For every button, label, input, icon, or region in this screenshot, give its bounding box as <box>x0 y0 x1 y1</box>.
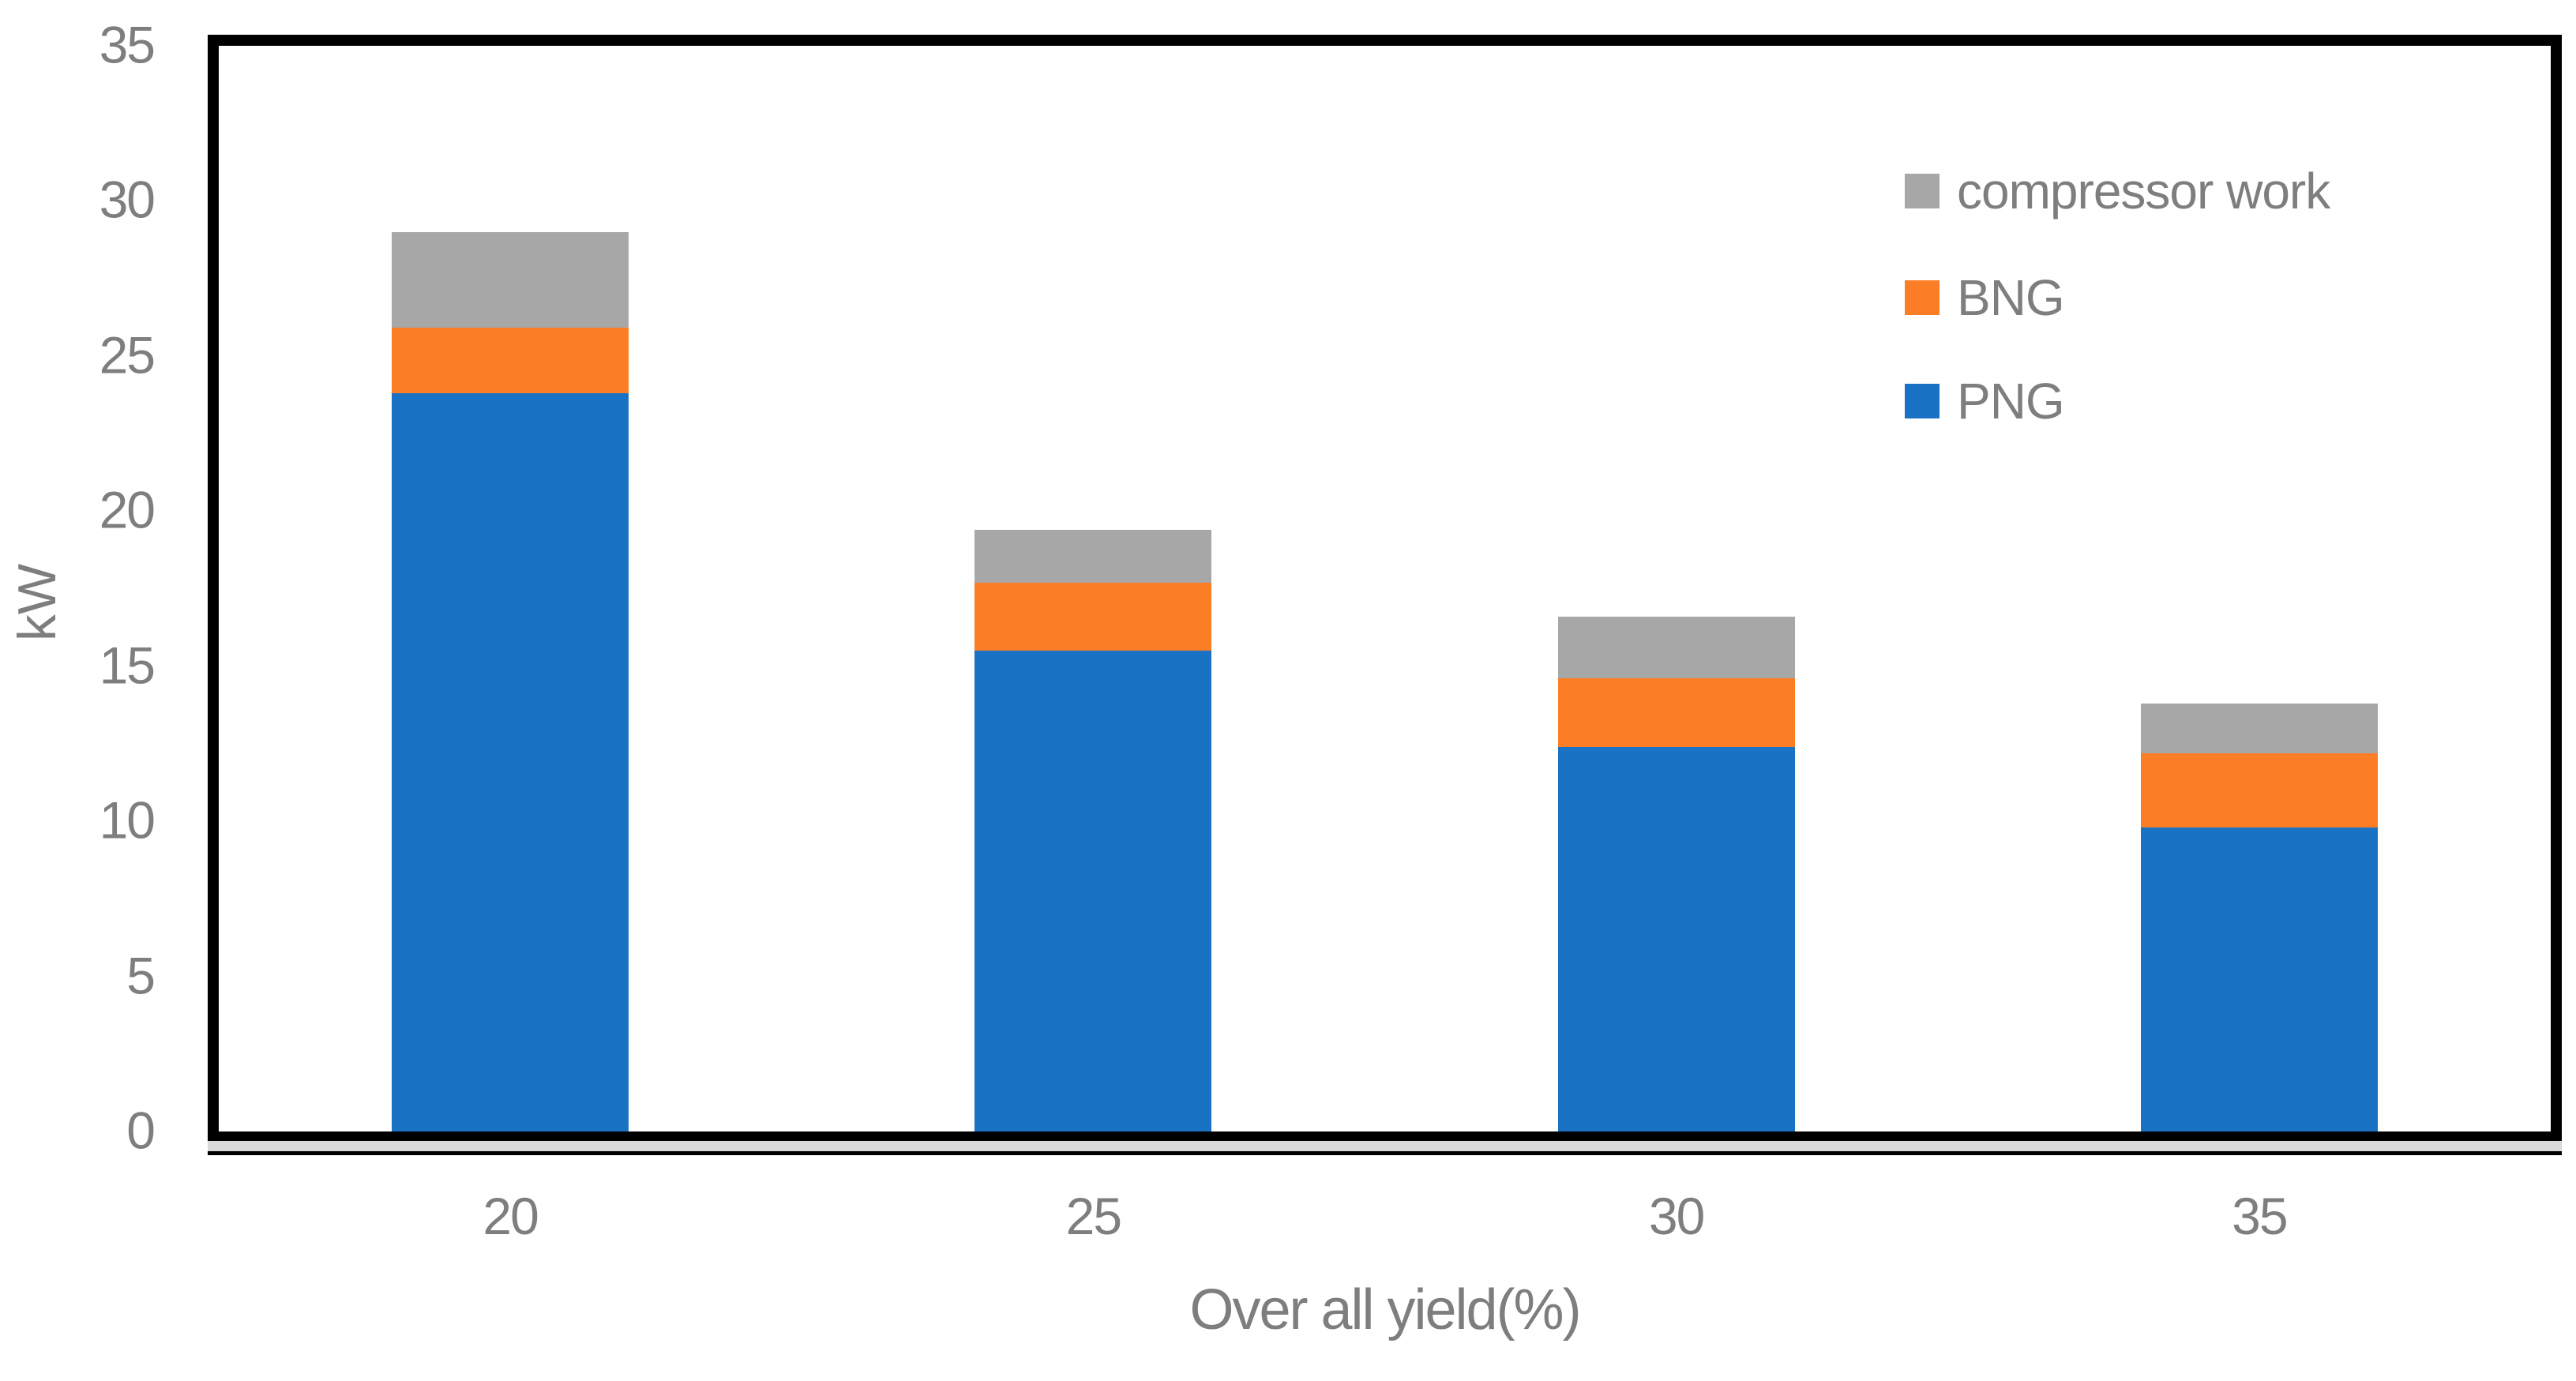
legend-swatch-icon <box>1905 174 1940 208</box>
bar-20-segment-png <box>392 392 629 1131</box>
bar-30 <box>1557 616 1795 1131</box>
y-tick-label: 15 <box>99 636 156 695</box>
y-tick-label: 35 <box>99 15 156 74</box>
y-tick-label: 20 <box>99 480 156 539</box>
y-tick-label: 25 <box>99 325 156 385</box>
x-axis-line <box>208 1131 2562 1141</box>
bar-30-segment-bng <box>1557 678 1795 747</box>
bar-30-segment-compressor-work <box>1557 616 1795 679</box>
legend-entry-compressor-work: compressor work <box>1905 163 2330 220</box>
x-axis-title: Over all yield(%) <box>1189 1278 1581 1342</box>
bar-25-segment-bng <box>974 582 1212 651</box>
plot-area-border <box>208 35 2562 1131</box>
legend-label: BNG <box>1957 269 2065 326</box>
bar-35-segment-compressor-work <box>2140 703 2378 753</box>
bar-30-segment-png <box>1557 746 1795 1131</box>
legend-label: PNG <box>1957 373 2065 430</box>
bar-35 <box>2140 703 2378 1131</box>
bar-20-segment-compressor-work <box>392 231 629 328</box>
bar-25-segment-png <box>974 651 1212 1131</box>
x-axis-underline <box>208 1151 2562 1155</box>
bar-35-segment-png <box>2140 827 2378 1131</box>
x-tick-label: 20 <box>483 1187 539 1245</box>
y-tick-label: 10 <box>99 790 156 850</box>
y-tick-label: 0 <box>126 1101 156 1160</box>
bar-25 <box>974 529 1212 1131</box>
legend-swatch-icon <box>1905 280 1940 315</box>
bar-35-segment-bng <box>2140 752 2378 827</box>
x-tick-label: 25 <box>1065 1187 1122 1245</box>
bar-20-segment-bng <box>392 328 629 393</box>
x-tick-label: 30 <box>1648 1187 1705 1245</box>
y-tick-label: 5 <box>126 946 156 1005</box>
bar-25-segment-compressor-work <box>974 529 1212 583</box>
x-axis-shadow-line <box>208 1141 2562 1151</box>
y-axis-title: kW <box>7 563 67 642</box>
legend-label: compressor work <box>1957 163 2330 220</box>
bar-20 <box>392 231 629 1131</box>
legend-entry-bng: BNG <box>1905 269 2065 326</box>
legend-entry-png: PNG <box>1905 373 2065 430</box>
x-tick-label: 35 <box>2232 1187 2288 1245</box>
legend-swatch-icon <box>1905 384 1940 418</box>
y-tick-label: 30 <box>99 170 156 229</box>
